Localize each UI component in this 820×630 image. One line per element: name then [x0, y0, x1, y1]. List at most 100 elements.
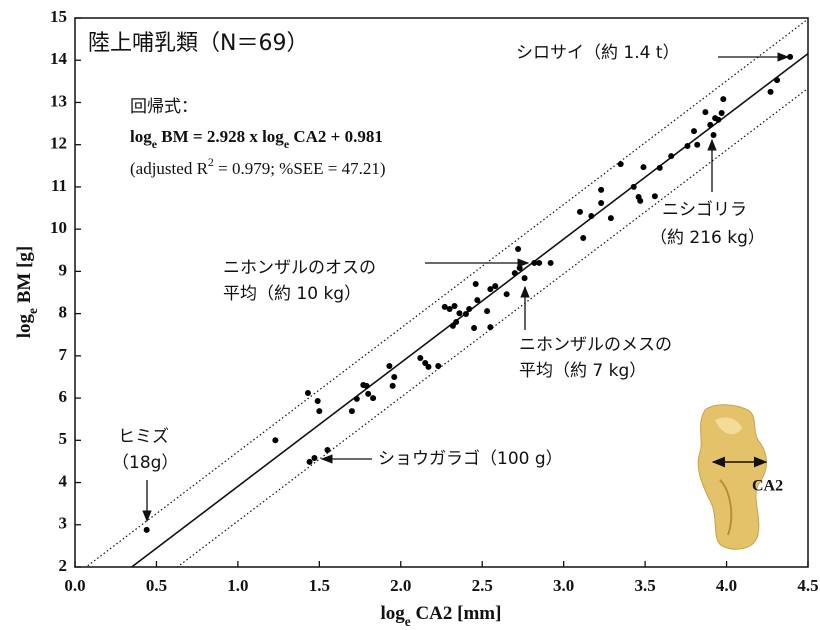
data-point [774, 77, 780, 83]
data-point [702, 109, 708, 115]
data-point [504, 291, 510, 297]
data-point [720, 96, 726, 102]
data-point [390, 383, 396, 389]
photo-label: CA2 [752, 478, 783, 495]
annotation: （約 216 kg） [650, 228, 765, 248]
data-point [391, 374, 397, 380]
x-axis-label: loge CA2 [mm] [381, 603, 502, 628]
data-point [691, 128, 697, 134]
y-tick-label: 13 [50, 91, 67, 110]
y-tick-label: 5 [59, 429, 68, 448]
data-point [668, 153, 674, 159]
equation: loge BM = 2.928 x loge CA2 + 0.981 [130, 127, 383, 151]
data-point [349, 408, 355, 414]
x-tick-label: 3.5 [634, 576, 655, 595]
text-segment: CA2 [mm] [411, 603, 502, 624]
data-point [715, 117, 721, 123]
y-tick-label: 2 [59, 556, 68, 575]
data-point [365, 391, 371, 397]
data-point [512, 270, 518, 276]
data-point [548, 260, 554, 266]
data-point [307, 459, 313, 465]
x-tick-label: 3.0 [553, 576, 574, 595]
y-tick-label: 15 [50, 7, 67, 26]
data-point [637, 198, 643, 204]
data-point [598, 200, 604, 206]
data-point [354, 396, 360, 402]
text-segment: (adjusted R [130, 159, 209, 178]
chart: 0.00.51.01.52.02.53.03.54.04.52345678910… [0, 0, 820, 630]
data-point [324, 447, 330, 453]
data-point [473, 281, 479, 287]
y-tick-label: 7 [59, 345, 68, 364]
data-point [463, 311, 469, 317]
data-point [536, 260, 542, 266]
data-point [386, 363, 392, 369]
data-point [466, 306, 472, 312]
x-tick-label: 1.5 [309, 576, 330, 595]
data-point [598, 187, 604, 193]
data-point [370, 395, 376, 401]
data-point [608, 215, 614, 221]
data-point [417, 355, 423, 361]
data-point [515, 246, 521, 252]
y-tick-label: 3 [59, 514, 68, 533]
annotation: ショウガラゴ（100 g） [378, 448, 563, 469]
data-point [657, 165, 663, 171]
annotation: 平均（約 10 kg） [223, 284, 361, 304]
text-segment: BM [g] [14, 246, 35, 308]
data-point [435, 363, 441, 369]
data-point [305, 390, 311, 396]
x-tick-label: 4.0 [716, 576, 737, 595]
data-point [311, 455, 317, 461]
text-segment: CA2 + 0.981 [289, 127, 383, 146]
data-point [517, 265, 523, 271]
y-tick-label: 11 [51, 176, 67, 195]
annotation: 平均（約 7 kg） [519, 361, 646, 381]
data-point [487, 324, 493, 330]
data-point [580, 235, 586, 241]
data-point [492, 283, 498, 289]
data-point [719, 110, 725, 116]
annotation: シロサイ（約 1.4 t） [516, 43, 680, 63]
data-point [425, 364, 431, 370]
data-point [588, 213, 594, 219]
data-point [522, 275, 528, 281]
y-tick-label: 6 [59, 387, 68, 406]
y-tick-label: 8 [59, 303, 68, 322]
y-tick-label: 14 [50, 49, 68, 68]
data-point [652, 193, 658, 199]
data-point [711, 132, 717, 138]
data-point [577, 209, 583, 215]
y-tick-label: 4 [59, 471, 68, 490]
annotation: （18g） [112, 453, 178, 473]
x-tick-label: 4.5 [797, 576, 818, 595]
annotation: ニシゴリラ [662, 199, 747, 220]
text-segment: log [14, 313, 35, 338]
data-point [707, 122, 713, 128]
y-tick-label: 9 [59, 260, 68, 279]
data-point [272, 437, 278, 443]
data-point [315, 398, 321, 404]
data-point [768, 89, 774, 95]
text-segment: log [130, 127, 152, 146]
data-point [684, 143, 690, 149]
x-tick-label: 0.5 [146, 576, 167, 595]
fit-stats: (adjusted R2 = 0.979; %SEE = 47.21) [130, 155, 386, 178]
equation-title: 回帰式： [130, 97, 198, 117]
data-point [484, 308, 490, 314]
x-tick-label: 0.0 [64, 576, 85, 595]
x-tick-label: 1.0 [227, 576, 248, 595]
data-point [618, 161, 624, 167]
data-point [316, 408, 322, 414]
annotation: ニホンザルのオスの [223, 258, 376, 278]
annotation: ニホンザルのメスの [519, 335, 672, 355]
data-point [694, 142, 700, 148]
x-tick-label: 2.0 [390, 576, 411, 595]
data-point [452, 303, 458, 309]
data-point [456, 310, 462, 316]
data-point [364, 383, 370, 389]
data-point [631, 184, 637, 190]
data-point [471, 325, 477, 331]
data-point [450, 323, 456, 329]
